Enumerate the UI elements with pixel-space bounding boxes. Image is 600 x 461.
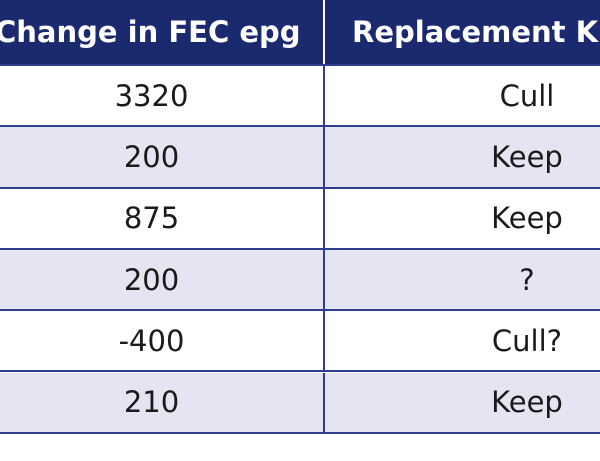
table-cell: Cull bbox=[323, 66, 600, 126]
table-cell: Keep bbox=[323, 127, 600, 187]
table-cell: 875 bbox=[123, 201, 180, 236]
table-cell: -400 bbox=[118, 323, 185, 358]
table-cell: ? bbox=[323, 249, 600, 310]
table-cell: Cull? bbox=[323, 311, 600, 371]
header-cell: Replacement K bbox=[323, 0, 600, 64]
table-row: 200 Keep bbox=[0, 127, 600, 189]
table-row: 875 Keep bbox=[0, 188, 600, 250]
header-cell: Change in FEC epg bbox=[0, 15, 301, 49]
table-cell: 200 bbox=[123, 262, 180, 297]
table-cell: Keep bbox=[323, 188, 600, 248]
table-row: 3320 Cull bbox=[0, 66, 600, 128]
table: Change in FEC epg Replacement K 3320 Cull… bbox=[0, 0, 600, 434]
table-cell: 200 bbox=[123, 139, 180, 174]
table-cell: Keep bbox=[323, 372, 600, 432]
table-cell: 210 bbox=[123, 385, 180, 420]
table-cell: 3320 bbox=[114, 78, 189, 113]
header-row: Change in FEC epg Replacement K bbox=[0, 0, 600, 66]
table-row: 200? bbox=[0, 249, 600, 312]
table-row: 210 Keep bbox=[0, 372, 600, 434]
table-row: -400 Cull? bbox=[0, 311, 600, 373]
